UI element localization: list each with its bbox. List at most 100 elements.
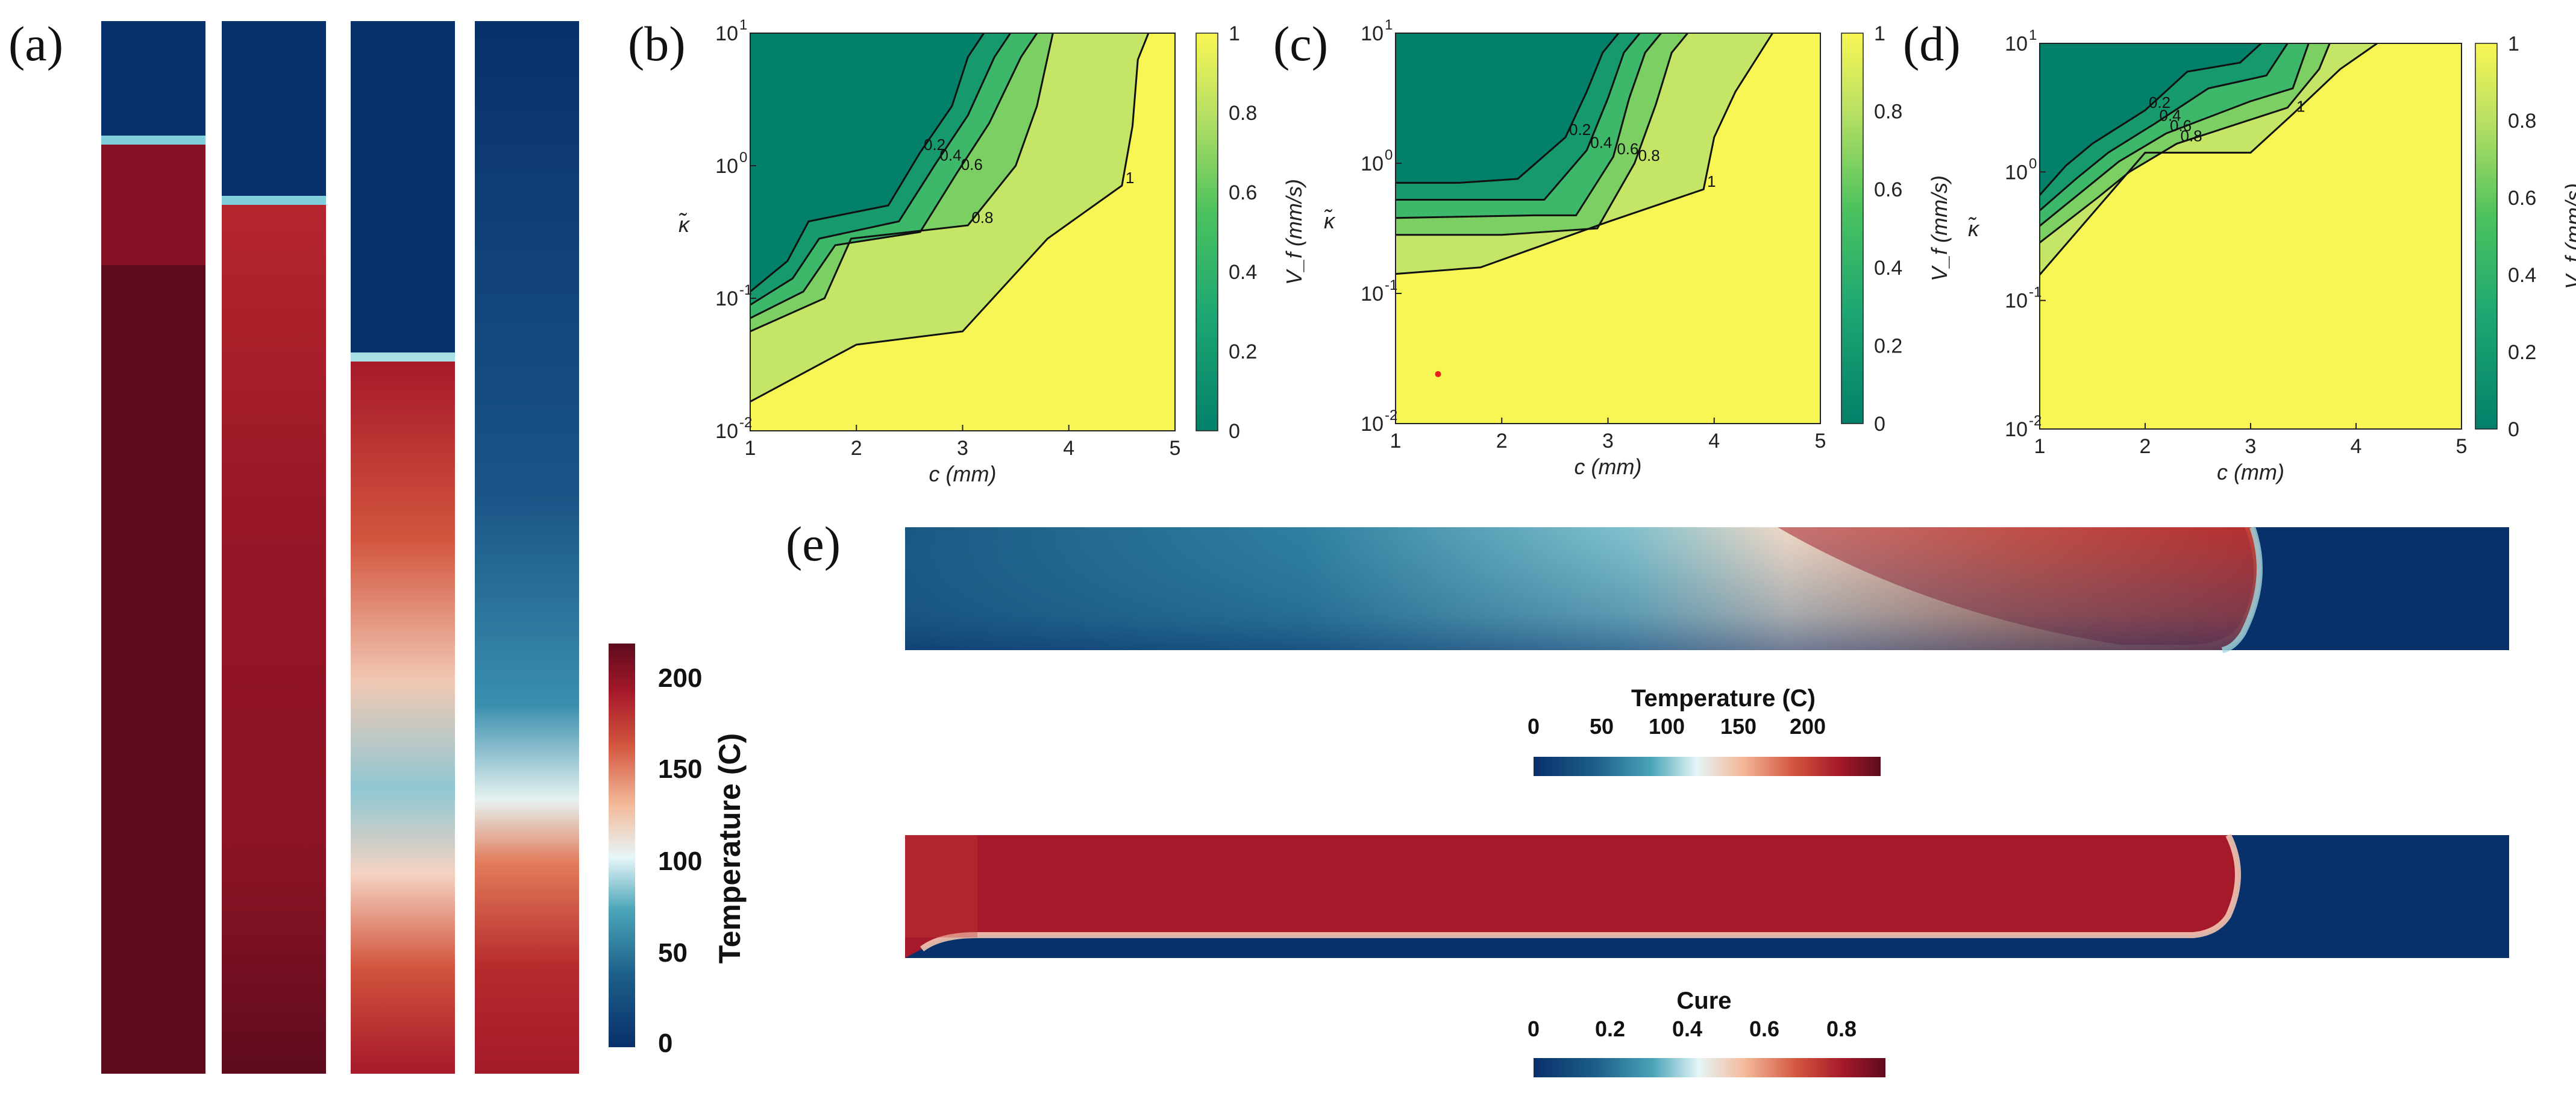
panel-b-cbar-tick-0.2: 0.2 xyxy=(1229,340,1257,363)
e-temp-cbar-gradient xyxy=(1534,757,1881,776)
panel-c-cbar xyxy=(1841,33,1864,424)
strip-3-cold xyxy=(351,21,455,359)
panel-c-xtick-4: 4 xyxy=(1708,430,1720,453)
panel-c-xtick-2: 2 xyxy=(1496,430,1508,453)
panel-d-xtick-2: 2 xyxy=(2140,435,2151,458)
panel-d-band-0.2 xyxy=(2040,43,2261,195)
e-temp-cbar-tick-0: 0 xyxy=(1528,714,1540,739)
e-cure-cbar-tick-08: 0.8 xyxy=(1826,1016,1857,1041)
panel-c-ytick-exp--1: -1 xyxy=(1385,277,1397,293)
panel-c-xlabel: c (mm) xyxy=(1575,454,1642,479)
panel-d-contour-0.6 xyxy=(2039,43,2310,227)
e-temp-cbar-tick-100: 100 xyxy=(1649,714,1685,739)
panel-b-xtick-4: 4 xyxy=(1063,437,1074,460)
e-cure-cbar-gradient xyxy=(1534,1058,1885,1077)
panel-d-ytick-exp-0: 0 xyxy=(2029,155,2037,172)
panel-b-cbar-tick-0: 0 xyxy=(1229,420,1240,443)
panel-d-xtick-4: 4 xyxy=(2351,435,2362,458)
e-cure-edge xyxy=(920,833,2241,952)
panel-label-d: (d) xyxy=(1903,16,1961,71)
panel-b-band-0.2 xyxy=(750,33,984,292)
panel-a-cbar-tick-50: 50 xyxy=(658,938,688,968)
strip-1-cold xyxy=(101,21,205,142)
panel-c-ytick-exp--2: -2 xyxy=(1385,407,1397,424)
panel-c-contour-label-0.4: 0.4 xyxy=(1590,133,1612,151)
panel-d-xtick-3: 3 xyxy=(2245,435,2257,458)
panel-b-xtick-1: 1 xyxy=(745,437,756,460)
panel-c-contour-0.2 xyxy=(1396,33,1620,184)
panel-d-cbar-label: V_f (mm/s) xyxy=(2561,183,2576,289)
panel-d-contour-label-0.8: 0.8 xyxy=(2181,127,2202,145)
strip-2-hot xyxy=(222,205,326,1074)
panel-b-contour-label-0.4: 0.4 xyxy=(939,146,961,164)
panel-a-cbar-tick-150: 150 xyxy=(658,754,702,784)
panel-b-contour-1 xyxy=(750,33,1150,402)
panel-b-ytick-0: 10 xyxy=(715,155,738,178)
panel-d-cbar-tick-0: 0 xyxy=(2508,418,2519,441)
panel-a-colorbar: 0 50 100 150 200 Temperature (C) xyxy=(609,644,747,1058)
panel-d-cbar-tick-1: 1 xyxy=(2508,33,2519,55)
panel-d-cbar-tick-0.2: 0.2 xyxy=(2508,341,2536,364)
panel-c-ytick-0: 10 xyxy=(1361,152,1384,175)
e-temp-cbar-tick-150: 150 xyxy=(1720,714,1757,739)
panel-d-contour-0.8 xyxy=(2039,43,2331,243)
panel-c-xtick-3: 3 xyxy=(1602,430,1614,453)
panel-b-contour-0.6 xyxy=(750,33,1038,319)
panel-a-cbar-tick-200: 200 xyxy=(658,663,702,693)
panel-c-contour-label-0.2: 0.2 xyxy=(1569,121,1591,139)
panel-b-cbar-tick-0.4: 0.4 xyxy=(1229,261,1257,284)
panel-c-cbar-tick-0: 0 xyxy=(1874,413,1885,436)
panel-b-ylabel: κ̃ xyxy=(678,212,691,237)
e-cure-cbar-tick-02: 0.2 xyxy=(1595,1016,1625,1041)
panel-c-contour-0.4 xyxy=(1396,33,1641,201)
panel-e-cure-field xyxy=(905,833,2509,958)
panel-c-contour-label-0.6: 0.6 xyxy=(1617,140,1638,158)
strip-1-front xyxy=(101,136,205,146)
panel-b-ytick-exp-1: 1 xyxy=(739,17,747,33)
panel-b-xtick-3: 3 xyxy=(957,437,968,460)
e-cure-left-shade xyxy=(905,835,977,938)
panel-c-contour-label-0.8: 0.8 xyxy=(1638,146,1660,164)
panel-c-contour-1 xyxy=(1395,33,1773,275)
panel-d-ytick--1: 10 xyxy=(2005,290,2028,313)
strip-3-front xyxy=(351,352,455,363)
strip-2-cold xyxy=(222,21,326,202)
panel-c-cbar-tick-0.6: 0.6 xyxy=(1874,178,1902,201)
panel-c-cbar-tick-0.2: 0.2 xyxy=(1874,334,1902,357)
panel-b-cbar-tick-0.6: 0.6 xyxy=(1229,181,1257,204)
panel-c-marker xyxy=(1435,371,1441,377)
panel-e-cure-colorbar: Cure 0 0.2 0.4 0.6 0.8 xyxy=(1528,988,1885,1077)
panel-d-cbar-tick-0.8: 0.8 xyxy=(2508,110,2536,133)
panel-a-colorbar-gradient xyxy=(609,644,635,1047)
panel-d-contour-0.4 xyxy=(2039,43,2289,211)
panel-d-ytick-0: 10 xyxy=(2005,161,2028,184)
panel-b-contour-label-0.2: 0.2 xyxy=(924,136,945,154)
panel-b-contour-0.8 xyxy=(750,33,1054,333)
panel-d-xlabel: c (mm) xyxy=(2217,460,2284,484)
panel-b-contour-0.4 xyxy=(750,33,1012,306)
panel-d-contour-0.2 xyxy=(2039,42,2262,196)
panel-d-cbar-tick-0.4: 0.4 xyxy=(2508,264,2536,287)
panel-b-ytick-exp--1: -1 xyxy=(739,282,752,298)
panel-d-ytick-exp--1: -1 xyxy=(2029,284,2042,301)
panel-b-ytick-exp-0: 0 xyxy=(739,149,747,166)
panel-e-temp-colorbar: Temperature (C) 0 50 100 150 200 xyxy=(1528,685,1881,776)
panel-d-ytick-exp-1: 1 xyxy=(2029,27,2037,43)
panel-c-contour-0.6 xyxy=(1395,33,1662,219)
panel-label-b: (b) xyxy=(628,16,686,71)
panel-b-ytick-exp--2: -2 xyxy=(739,415,752,431)
panel-c-ylabel: κ̃ xyxy=(1324,208,1336,233)
panel-b-contour-label-0.6: 0.6 xyxy=(961,155,983,174)
panel-c-cbar-tick-1: 1 xyxy=(1874,22,1885,45)
panel-d-cbar xyxy=(2475,43,2498,430)
panel-c-cbar-tick-0.8: 0.8 xyxy=(1874,101,1902,124)
panel-b-ytick--2: 10 xyxy=(715,420,738,443)
panel-c-xtick-5: 5 xyxy=(1815,430,1826,453)
panel-b-contour-label-1: 1 xyxy=(1126,169,1134,187)
panel-c-ytick-exp-0: 0 xyxy=(1385,147,1393,163)
panel-b-contour-label-0.8: 0.8 xyxy=(971,208,993,227)
e-cure-cured xyxy=(905,835,2238,958)
